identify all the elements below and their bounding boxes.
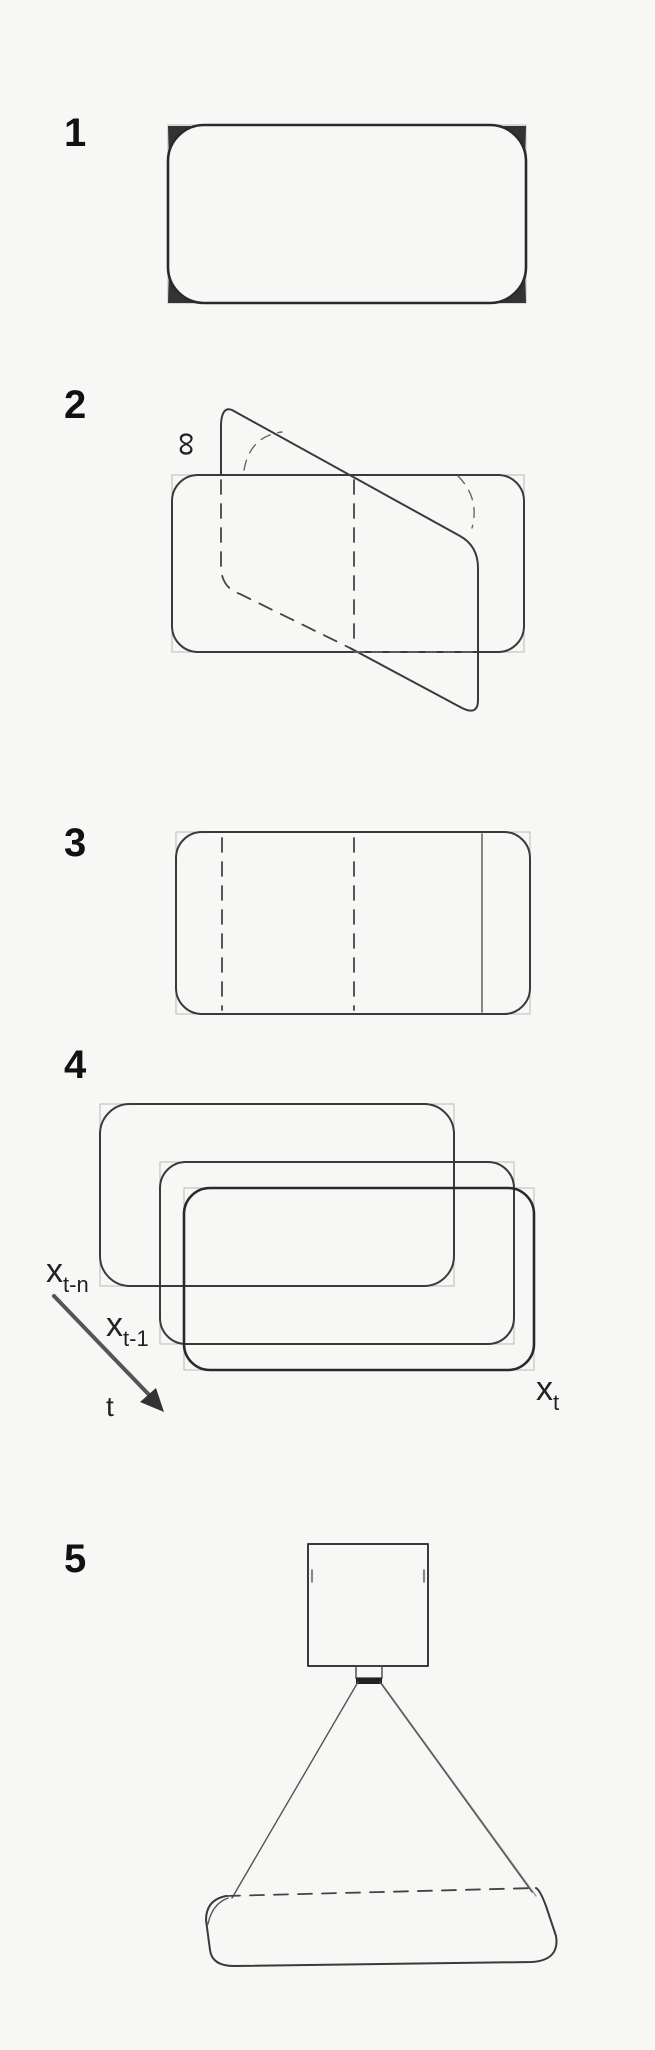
step-1-corner-tl [168, 126, 198, 158]
step-5-lens [356, 1678, 382, 1684]
step-4-label-oldest: xt-n [46, 1252, 89, 1297]
step-5-surface-curl-left [207, 1897, 229, 1925]
step-4-time-arrow-head [140, 1388, 164, 1412]
step-3-construction-box [175, 831, 531, 1015]
step-1-corner-tr [496, 126, 526, 158]
step-3-rectangle [175, 831, 531, 1015]
step-1-corner-br [496, 272, 526, 303]
step-4-label-current-sub: t [553, 1390, 559, 1415]
step-4: 4 xt-n xt-1 xt t [46, 1043, 559, 1422]
step-4-frame-oldest [99, 1103, 455, 1287]
step-5: 5 [64, 1537, 558, 1967]
step-1-construction-box [167, 124, 527, 304]
step-2-rotation-arc-left [243, 431, 283, 471]
step-4-label-previous: xt-1 [106, 1306, 149, 1351]
step-1-rounded-rectangle [166, 123, 528, 305]
step-2: 2 ∞ [64, 383, 525, 712]
step-4-frame-current [182, 1186, 536, 1372]
step-4-label-oldest-var: x [46, 1252, 63, 1290]
step-1-number: 1 [64, 111, 86, 155]
step-4-label-current-var: x [536, 1370, 553, 1408]
step-5-box-guide [307, 1543, 429, 1667]
step-5-box [307, 1543, 429, 1667]
step-4-frame-current-guide [183, 1187, 535, 1371]
step-1-outline [166, 123, 528, 305]
step-2-tilted-card-hidden [220, 479, 351, 649]
step-5-beam-right-shadow [381, 1683, 537, 1897]
step-4-label-previous-sub: t-1 [123, 1326, 149, 1351]
step-4-frame-oldest-guide [99, 1103, 455, 1287]
step-5-beam-left [231, 1681, 359, 1899]
step-4-label-current: xt [536, 1370, 559, 1415]
step-1-corner-bl [168, 272, 198, 303]
step-3-number: 3 [64, 821, 86, 865]
step-4-number: 4 [64, 1043, 87, 1087]
step-5-number: 5 [64, 1537, 86, 1581]
step-4-frame-previous [159, 1161, 515, 1345]
step-5-lens-mount [355, 1665, 383, 1679]
step-1: 1 [64, 111, 528, 305]
step-4-time-axis-label: t [106, 1391, 114, 1422]
step-3: 3 [64, 821, 531, 1015]
step-2-rotation-arc-right [457, 475, 475, 529]
step-4-time-arrow-shaft [52, 1294, 156, 1402]
step-5-surface-far-edge [225, 1887, 537, 1897]
step-2-number: 2 [64, 383, 86, 427]
step-2-tilted-card-front [231, 409, 479, 712]
step-4-label-previous-var: x [106, 1306, 123, 1344]
step-2-infinity-annotation: ∞ [166, 432, 204, 456]
step-5-projected-surface [205, 1887, 558, 1967]
step-4-label-oldest-sub: t-n [63, 1272, 89, 1297]
step-2-tilted-card-top [220, 408, 233, 476]
